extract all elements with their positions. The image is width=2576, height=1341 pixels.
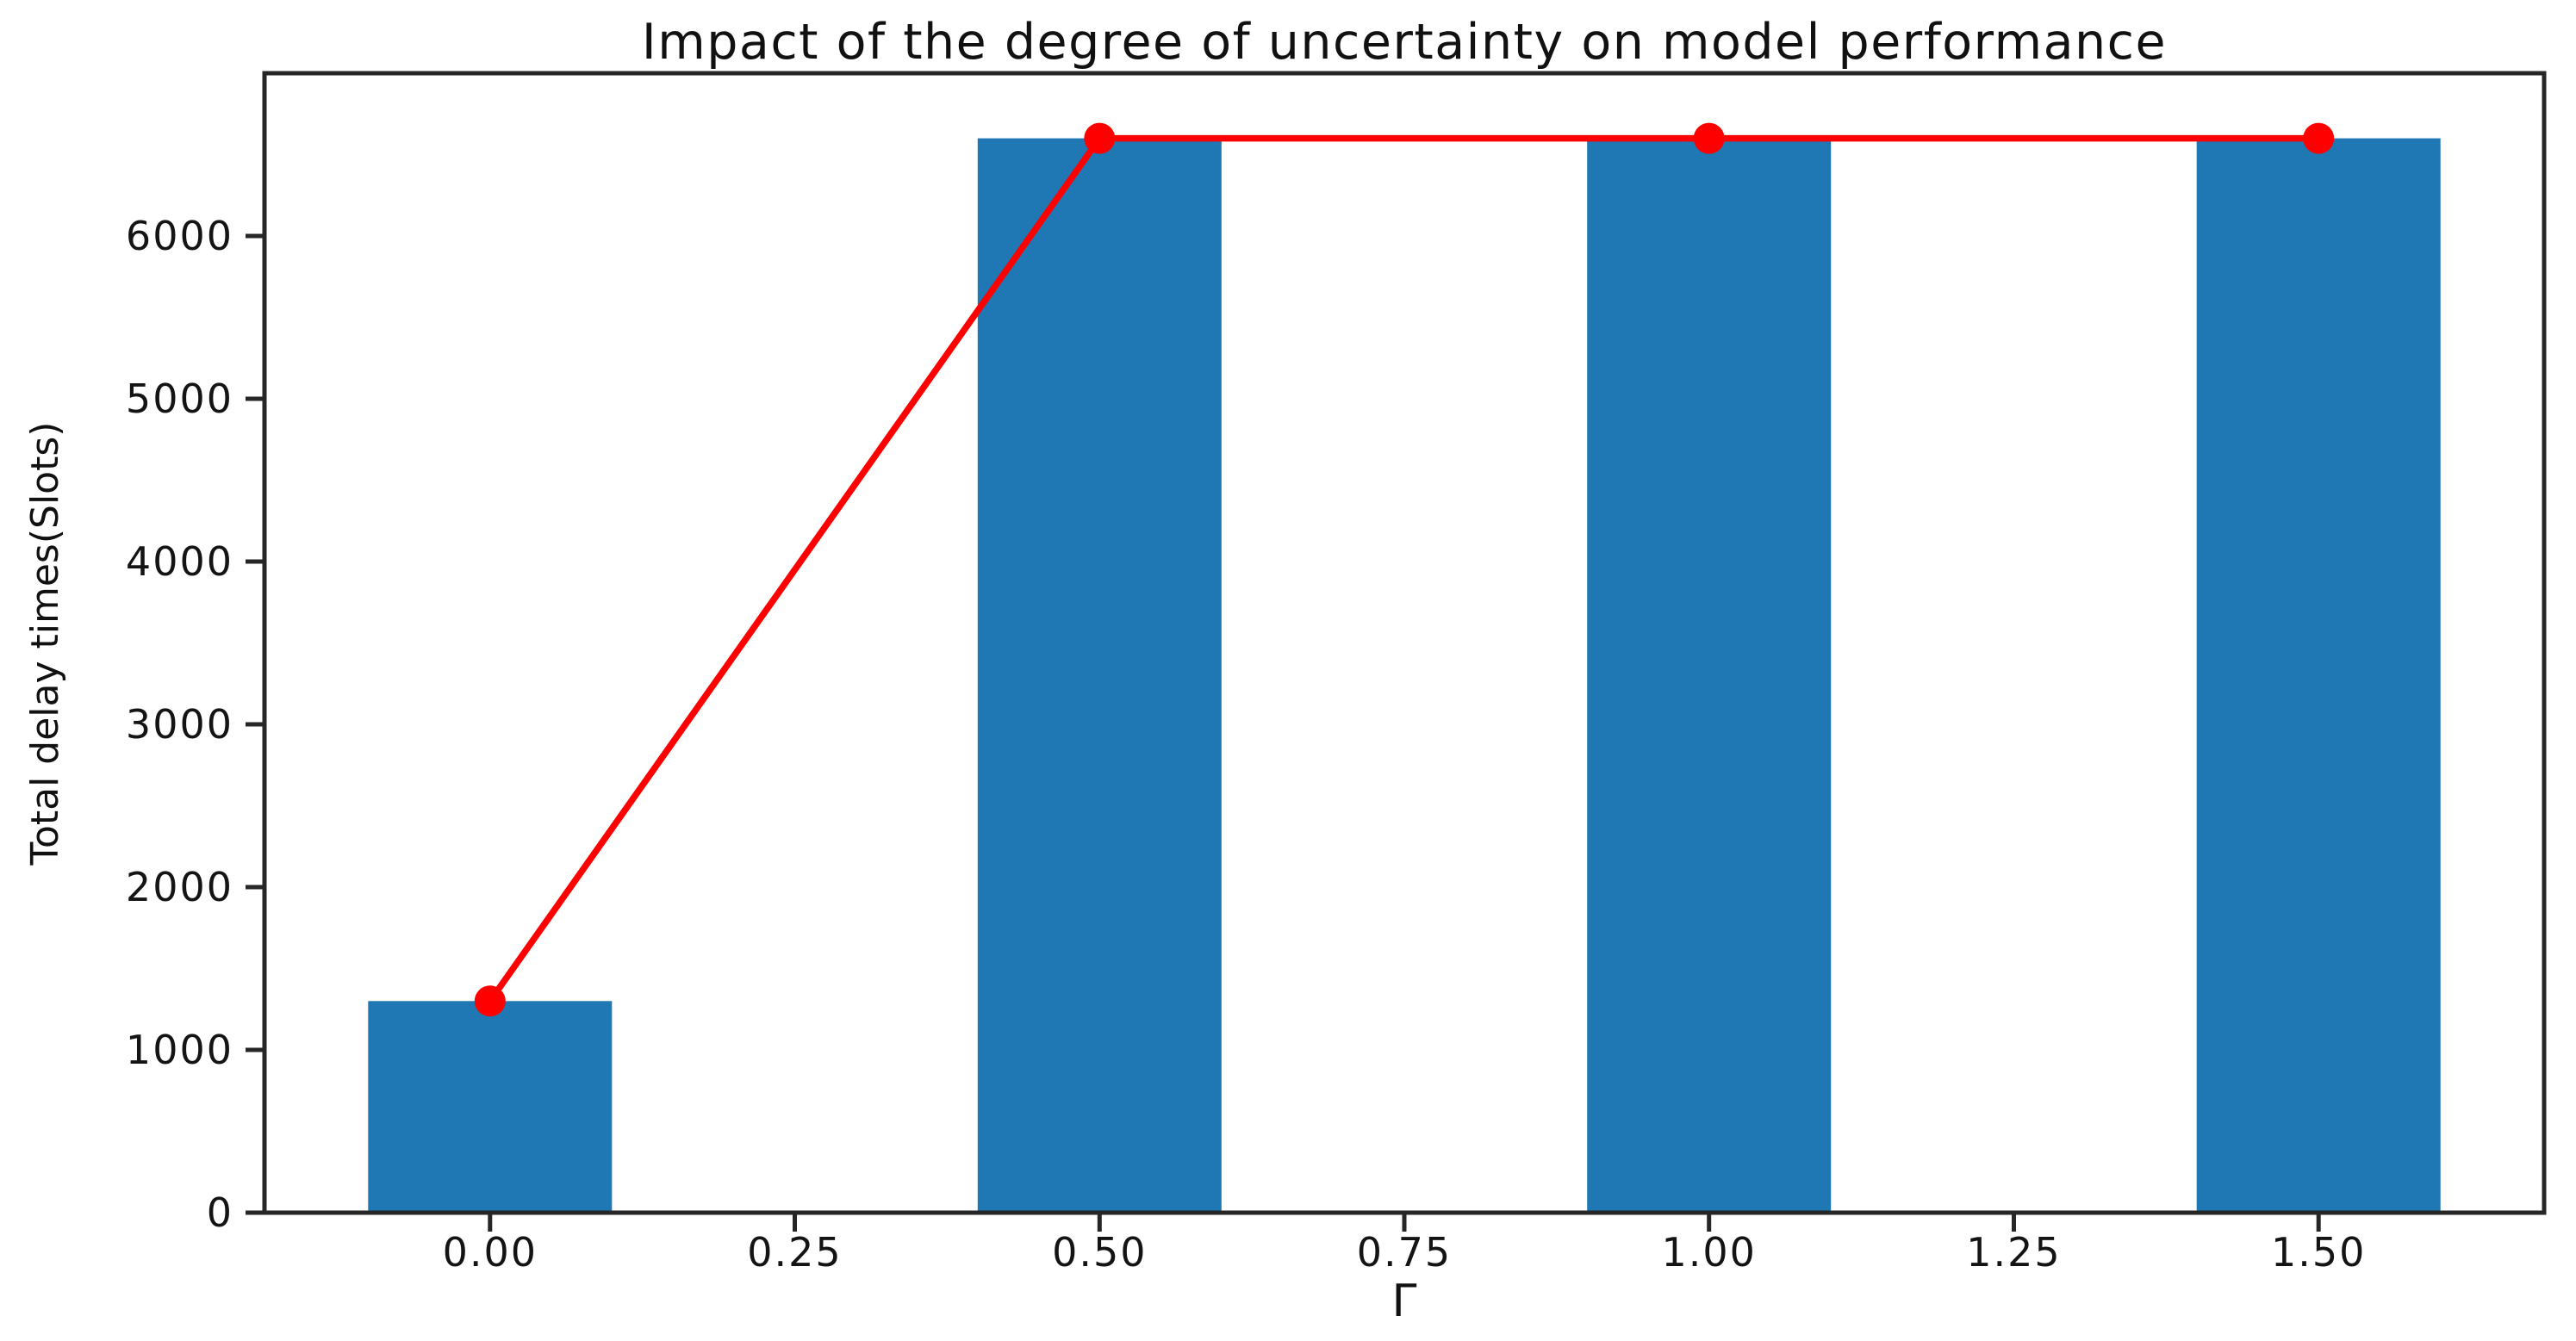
x-tick-label-1.50: 1.50 (2271, 1229, 2366, 1276)
bar-1.5 (2196, 138, 2441, 1214)
line-marker-0 (474, 985, 506, 1017)
x-tick-label-0.25: 0.25 (747, 1229, 842, 1276)
x-tick-label-1.25: 1.25 (1966, 1229, 2061, 1276)
bar-0.5 (977, 138, 1222, 1214)
line-marker-0.5 (1084, 122, 1116, 154)
bar-0 (368, 1001, 613, 1213)
y-tick-label-1000: 1000 (126, 1027, 233, 1073)
y-tick-label-5000: 5000 (126, 376, 233, 422)
x-tick-label-0.75: 0.75 (1357, 1229, 1452, 1276)
y-tick-label-3000: 3000 (126, 701, 233, 748)
bars-layer (368, 138, 2441, 1214)
y-tick-label-2000: 2000 (126, 864, 233, 910)
y-tick-label-0: 0 (207, 1189, 233, 1236)
bar-1 (1587, 138, 1832, 1214)
line-marker-1 (1693, 122, 1725, 154)
x-axis-label: Γ (1392, 1276, 1417, 1327)
chart-title: Impact of the degree of uncertainty on m… (642, 14, 2167, 71)
y-axis-label: Total delay times(Slots) (23, 422, 67, 866)
tick-labels-layer: 0.00 0.25 0.50 0.75 1.00 1.25 1.50 0 1000 2000 300… (126, 213, 2366, 1276)
delay-line (487, 134, 2322, 1005)
line-marker-1.5 (2303, 122, 2335, 154)
line-series-layer (474, 122, 2335, 1017)
x-tick-label-0.00: 0.00 (443, 1229, 538, 1276)
x-tick-label-1.00: 1.00 (1661, 1229, 1756, 1276)
x-tick-label-0.50: 0.50 (1052, 1229, 1147, 1276)
y-tick-label-6000: 6000 (126, 213, 233, 259)
y-tick-label-4000: 4000 (126, 538, 233, 585)
axes-layer (246, 71, 2547, 1232)
